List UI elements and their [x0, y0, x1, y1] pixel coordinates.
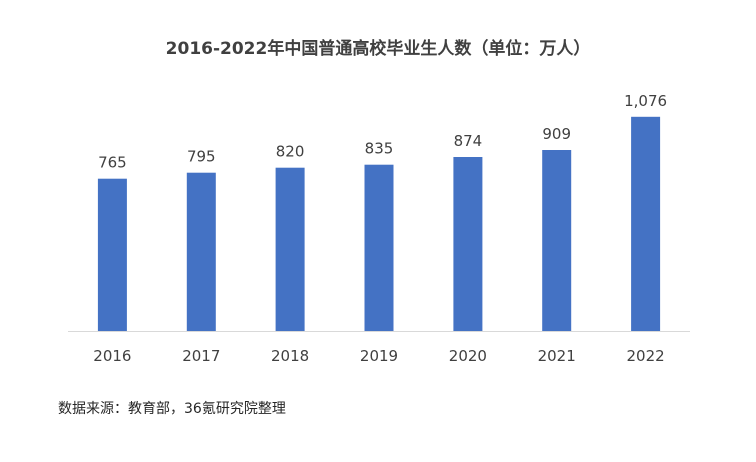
chart-title: 2016-2022年中国普通高校毕业生人数（单位：万人）: [165, 39, 591, 59]
x-tick-label-2021: 2021: [538, 347, 576, 365]
bar-2018: [275, 167, 305, 331]
x-tick-label-2019: 2019: [360, 347, 398, 365]
value-label-2016: 765: [98, 154, 127, 172]
value-label-2019: 835: [365, 140, 394, 158]
x-tick-labels-group: 2016 2017 2018 2019 2020 2021 2022: [93, 347, 664, 365]
bar-2016: [97, 178, 127, 331]
x-tick-label-2022: 2022: [627, 347, 665, 365]
bar-2020: [453, 157, 483, 331]
x-tick-label-2017: 2017: [182, 347, 220, 365]
bar-2022: [631, 116, 661, 331]
value-label-2022: 1,076: [624, 92, 667, 110]
bars-group: [97, 116, 661, 331]
bar-2019: [364, 164, 394, 331]
x-tick-label-2020: 2020: [449, 347, 487, 365]
bar-2017: [186, 172, 216, 331]
value-label-2017: 795: [187, 148, 216, 166]
value-label-2021: 909: [542, 125, 571, 143]
bar-2021: [542, 150, 572, 331]
value-label-2020: 874: [454, 132, 483, 150]
data-source-note: 数据来源：教育部，36氪研究院整理: [58, 401, 286, 417]
x-tick-label-2018: 2018: [271, 347, 309, 365]
value-label-2018: 820: [276, 143, 305, 161]
value-labels-group: 765 795 820 835 874 909 1,076: [98, 92, 667, 172]
x-tick-label-2016: 2016: [93, 347, 131, 365]
